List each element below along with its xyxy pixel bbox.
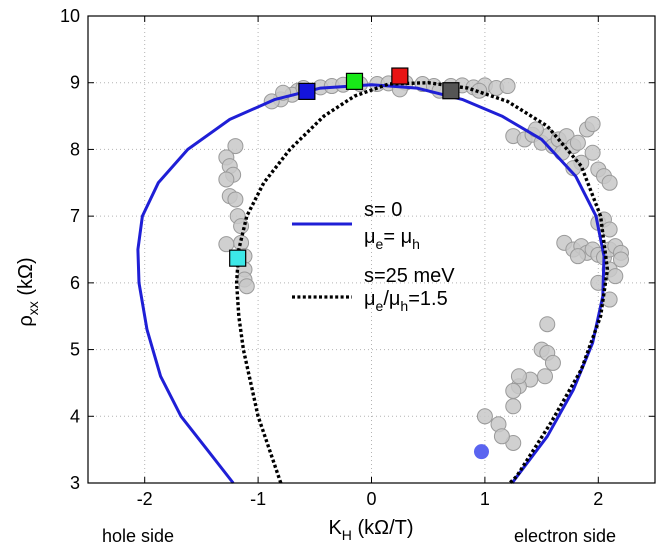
x-tick-label: -2 <box>137 489 153 509</box>
data-point <box>539 316 556 333</box>
data-point <box>537 368 554 385</box>
y-tick-label: 3 <box>70 473 80 493</box>
highlight-square <box>345 72 364 90</box>
electron-side-label: electron side <box>514 526 616 546</box>
y-tick-label: 6 <box>70 273 80 293</box>
data-point <box>233 218 250 235</box>
legend-label-s25: s=25 meV <box>364 265 455 287</box>
y-tick-label: 7 <box>70 206 80 226</box>
legend: s= 0 μe= μh s=25 meV μe/μh=1.5 <box>292 199 455 314</box>
x-tick-label: -1 <box>250 489 266 509</box>
data-point <box>601 174 618 191</box>
data-point <box>476 408 493 425</box>
highlight-square <box>229 249 247 267</box>
x-axis-title: KH (kΩ/T) <box>328 517 413 543</box>
data-point <box>505 382 522 399</box>
data-point <box>218 236 235 253</box>
data-point <box>510 368 527 385</box>
y-tick-label: 4 <box>70 406 80 426</box>
y-tick-label: 8 <box>70 139 80 159</box>
data-point <box>238 278 255 295</box>
hole-side-label: hole side <box>102 526 174 546</box>
highlight-square <box>391 67 409 85</box>
y-tick-label: 10 <box>60 6 80 26</box>
data-point <box>544 354 561 371</box>
data-point <box>499 78 516 95</box>
data-point <box>227 191 244 208</box>
data-point <box>227 138 244 155</box>
highlight-square <box>442 82 460 100</box>
data-point <box>569 248 586 265</box>
data-point <box>569 134 586 151</box>
y-tick-label: 9 <box>70 73 80 93</box>
data-point <box>218 171 235 188</box>
data-point <box>471 82 488 99</box>
y-axis-title: ρxx (kΩ) <box>15 257 41 326</box>
y-tick-label: 5 <box>70 340 80 360</box>
x-tick-label: 0 <box>366 489 376 509</box>
data-point <box>493 428 510 445</box>
data-point <box>584 116 601 133</box>
data-point <box>505 398 522 415</box>
highlight-dot <box>473 444 489 460</box>
highlight-markers <box>229 67 489 460</box>
x-tick-label: 1 <box>480 489 490 509</box>
legend-label-s0: s= 0 <box>364 199 402 221</box>
legend-mobility-s0: μe= μh <box>364 226 420 252</box>
legend-mobility-s25: μe/μh=1.5 <box>364 288 448 314</box>
axis-ticks: -2 -1 0 1 2 3 4 5 6 7 8 9 10 <box>60 6 655 509</box>
x-tick-label: 2 <box>593 489 603 509</box>
data-point <box>233 234 250 251</box>
data-point <box>607 268 624 285</box>
highlight-square <box>298 82 316 100</box>
data-point <box>612 251 629 268</box>
data-point <box>584 144 601 161</box>
